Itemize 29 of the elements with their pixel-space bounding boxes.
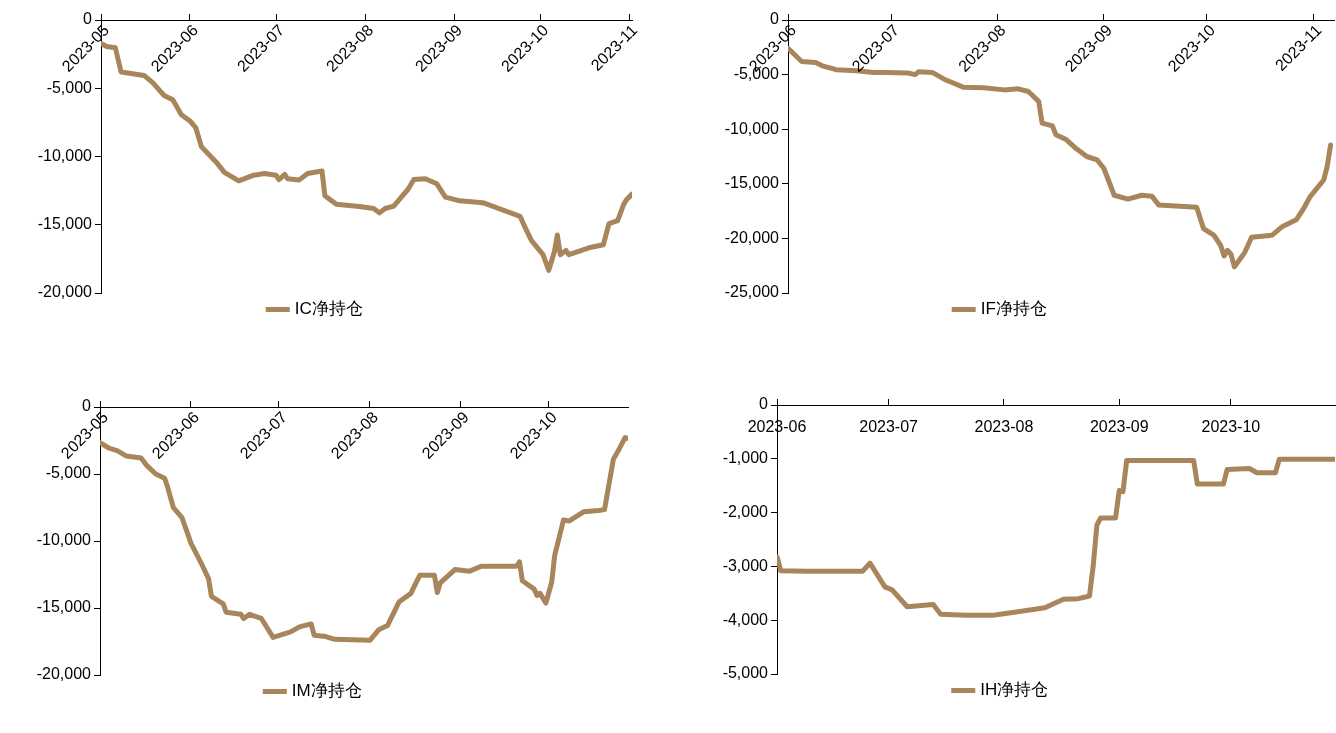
y-tick-label: 0 [770, 10, 780, 28]
y-tick-label: -20,000 [36, 665, 92, 683]
y-tick-label: -20,000 [37, 283, 93, 301]
y-tick-label: -5,000 [46, 78, 93, 96]
y-tick-label: -5,000 [45, 464, 92, 482]
y-tick-label: -2,000 [722, 503, 769, 521]
y-tick-label: -10,000 [724, 119, 780, 137]
y-tick-label: -1,000 [722, 449, 769, 467]
y-tick-label: -15,000 [37, 215, 93, 233]
y-tick-label: -25,000 [724, 283, 780, 301]
y-tick-label: -15,000 [36, 598, 92, 616]
y-tick-label: 0 [83, 10, 93, 28]
y-tick-label: -3,000 [722, 556, 769, 574]
y-tick-label: 0 [82, 397, 92, 415]
y-tick-label: -10,000 [36, 531, 92, 549]
y-tick-label: 0 [759, 395, 769, 413]
y-tick-label: -4,000 [722, 610, 769, 628]
legend-label: IM净持仓 [291, 681, 362, 701]
x-tick-label: 2023-09 [1089, 418, 1149, 436]
y-tick-label: -5,000 [722, 664, 769, 682]
legend-label: IF净持仓 [980, 299, 1047, 319]
legend-label: IC净持仓 [294, 299, 363, 319]
x-tick-label: 2023-07 [859, 418, 919, 436]
x-tick-label: 2023-10 [1201, 418, 1261, 436]
y-tick-label: -15,000 [724, 174, 780, 192]
y-tick-label: -10,000 [37, 146, 93, 164]
y-tick-label: -20,000 [724, 228, 780, 246]
legend-label: IH净持仓 [980, 680, 1049, 700]
x-tick-label: 2023-08 [974, 418, 1034, 436]
